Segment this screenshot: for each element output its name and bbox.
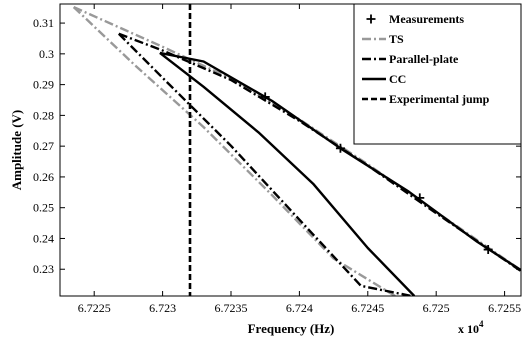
legend-sample-measurements <box>366 14 376 24</box>
legend-label-measurements: Measurements <box>389 12 464 26</box>
y-axis-label: Amplitude (V) <box>9 110 24 191</box>
legend-label-cc: CC <box>389 72 406 86</box>
axis-ticks: 6.7225 6.723 6.7235 6.724 6.7245 6.725 6.7255 0… <box>33 4 521 315</box>
legend-label-parallel-plate: Parallel-plate <box>389 52 459 66</box>
y-tick-label: 0.28 <box>33 108 54 122</box>
x-tick-label: 6.7235 <box>214 301 247 315</box>
legend-label-ts: TS <box>389 32 404 46</box>
x-tick-label: 6.725 <box>423 301 450 315</box>
series-ts-upper-branch <box>73 6 521 272</box>
measurement-point-2 <box>335 143 345 153</box>
y-tick-label: 0.3 <box>39 47 54 61</box>
series-ts-lower-branch <box>72 6 396 296</box>
y-tick-label: 0.23 <box>33 262 54 276</box>
series-group <box>72 4 521 296</box>
measurement-point-4 <box>483 245 493 255</box>
x-axis-multiplier-base: x 10 <box>458 322 479 336</box>
legend-box <box>353 3 522 145</box>
y-tick-label: 0.27 <box>33 139 54 153</box>
measurement-point-1 <box>260 92 270 102</box>
x-tick-label: 6.724 <box>286 301 313 315</box>
legend-label-experimental-jump: Experimental jump <box>389 92 490 106</box>
x-tick-label: 6.7225 <box>78 301 111 315</box>
series-cc-lower-branch <box>159 51 416 296</box>
y-tick-label: 0.26 <box>33 170 54 184</box>
legend: Measurements TS Parallel-plate CC Experiment… <box>353 3 522 145</box>
y-tick-label: 0.25 <box>33 201 54 215</box>
series-parallel-plate-lower-branch <box>117 32 412 296</box>
x-axis-label: Frequency (Hz) <box>248 321 335 336</box>
y-tick-label: 0.31 <box>33 16 54 30</box>
measurement-point-3 <box>415 193 425 203</box>
series-parallel-plate-upper-branch <box>118 32 521 273</box>
x-tick-label: 6.7255 <box>488 301 521 315</box>
y-tick-label: 0.29 <box>33 78 54 92</box>
x-tick-label: 6.7245 <box>351 301 384 315</box>
x-axis-multiplier: x 104 <box>458 319 484 336</box>
plot-area <box>72 4 521 296</box>
y-tick-label: 0.24 <box>33 231 54 245</box>
plot-frame <box>59 3 522 297</box>
x-tick-label: 6.723 <box>149 301 176 315</box>
x-axis-multiplier-exponent: 4 <box>479 319 484 329</box>
